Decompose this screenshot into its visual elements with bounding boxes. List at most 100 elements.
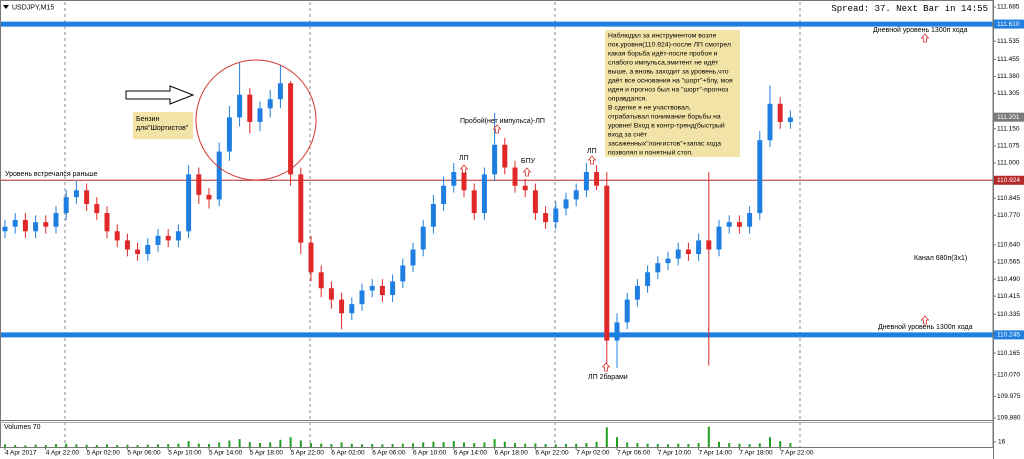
volume-bar: [483, 442, 486, 447]
arrow-marker: [492, 124, 502, 134]
candle-body: [706, 240, 712, 250]
price-level-tag: [994, 330, 1024, 340]
candle-body: [33, 222, 39, 232]
candle-body: [553, 208, 559, 223]
x-tick-label: 7 Apr 22:00: [780, 450, 814, 457]
volume-bar: [595, 441, 598, 447]
candle-body: [339, 299, 345, 314]
volume-bar: [442, 442, 445, 447]
candle-body: [532, 190, 538, 214]
candle-body: [747, 213, 753, 227]
x-tick-label: 4 Apr 2017: [5, 450, 37, 457]
x-tick-label: 6 Apr 10:00: [413, 450, 447, 457]
volume-bar: [361, 444, 363, 447]
y-tick-label: 110.640: [997, 242, 1020, 249]
candle-body: [502, 144, 508, 168]
candle-body: [441, 185, 447, 204]
y-tick-label: 111.535: [997, 38, 1020, 45]
x-tick-label: 7 Apr 10:00: [658, 450, 692, 457]
candle-body: [471, 190, 477, 214]
note-box: [133, 112, 193, 139]
annotation: Бензин: [136, 116, 159, 123]
y-tick-label: 110.415: [997, 293, 1020, 300]
candle-body: [135, 249, 141, 255]
y-tick-label: 109.880: [997, 415, 1021, 422]
candle-body: [492, 144, 498, 175]
candle-body: [481, 174, 487, 214]
menu-icon[interactable]: [3, 5, 9, 9]
y-tick-label: 111.685: [997, 4, 1020, 11]
candle-body: [155, 235, 161, 245]
candle-body: [226, 117, 232, 152]
volume-bar: [55, 444, 57, 447]
volume-bar: [391, 444, 394, 447]
candle-body: [288, 83, 294, 175]
volume-bar: [524, 443, 527, 447]
note-line: пок.уровня(110.924)-после ЛП смотрел: [608, 41, 731, 48]
x-tick-label: 6 Apr 18:00: [495, 450, 529, 457]
volume-bar: [473, 443, 476, 447]
candle-body: [777, 103, 783, 122]
volume-bar: [330, 444, 333, 447]
volume-bar: [116, 445, 119, 447]
volume-bar: [493, 439, 496, 447]
volume-bar: [320, 443, 323, 447]
annotation: Дневной уровень 1300п хода: [878, 323, 973, 331]
volume-bar: [289, 437, 292, 447]
volume-bar: [748, 444, 751, 447]
y-tick-label: 110.335: [997, 311, 1020, 318]
candle-body: [267, 99, 273, 109]
y-tick-label: 111.000: [997, 160, 1020, 167]
last-price-tag: [994, 112, 1024, 122]
volume-bar: [24, 445, 27, 447]
annotation: для"Шортистов": [136, 125, 189, 132]
volume-bar: [381, 444, 384, 447]
volume-bar: [605, 427, 608, 447]
y-tick-label: 110.565: [997, 259, 1020, 266]
candle-body: [186, 174, 192, 232]
x-tick-label: 7 Apr 14:00: [699, 450, 733, 457]
annotation: ЛП: [587, 148, 597, 155]
volume-bar: [259, 443, 261, 447]
note-box: [605, 30, 740, 157]
volume-bar: [228, 440, 231, 447]
volume-bar: [616, 437, 618, 447]
volume-bar: [514, 443, 516, 447]
annotation: Уровень встречался раньше: [5, 171, 98, 178]
candle-body: [369, 285, 375, 291]
candle-body: [634, 285, 640, 300]
note-line: выше, а вновь заходит за уровень,что: [608, 68, 729, 75]
candle-body: [2, 226, 8, 232]
annotation: Канал 680п(3х1): [914, 255, 967, 262]
volume-bar: [106, 444, 108, 447]
annotation: БПУ: [521, 158, 536, 165]
candle-body: [124, 240, 130, 250]
candle-body: [84, 190, 90, 204]
candle-body: [308, 242, 314, 273]
price-level-tag: [994, 175, 1024, 185]
volume-bar: [697, 443, 700, 447]
candle-body: [206, 194, 212, 200]
volume-bar: [14, 445, 17, 447]
price-level-label: 110.245: [997, 332, 1020, 339]
candle-body: [298, 174, 304, 243]
candle-body: [43, 222, 49, 227]
y-tick-label: 111.380: [997, 73, 1020, 80]
volume-bar: [769, 437, 771, 447]
plot: [0, 21, 993, 447]
candle-body: [379, 285, 385, 296]
volume-bar: [544, 444, 547, 447]
candle-body: [410, 249, 416, 266]
volume-bar: [167, 444, 170, 447]
candle-body: [645, 272, 651, 286]
y-tick-label: 16: [998, 438, 1006, 445]
arrow-marker: [587, 155, 597, 165]
volume-bar: [667, 444, 669, 447]
y-tick-label: 110.845: [997, 195, 1020, 202]
volume-bar: [656, 444, 659, 447]
candle-body: [543, 213, 549, 223]
candle-body: [594, 172, 600, 186]
volume-bar: [248, 442, 251, 447]
volume-bar: [238, 439, 241, 447]
note-line: позволял и понятный стоп.: [608, 148, 693, 156]
